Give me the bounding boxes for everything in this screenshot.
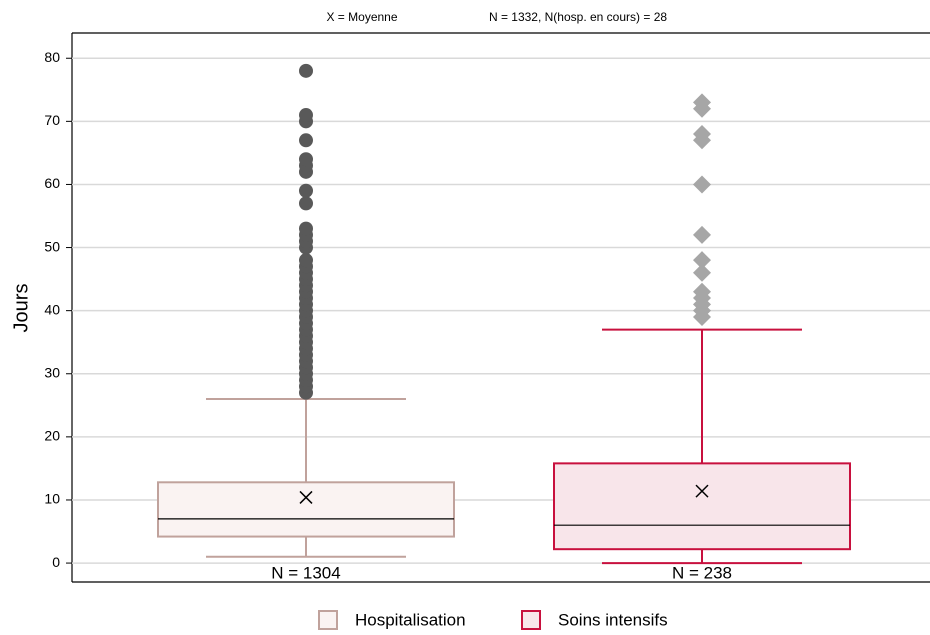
y-tick-label: 80 — [44, 49, 60, 65]
y-tick-label: 60 — [44, 175, 60, 191]
y-axis-label: Jours — [10, 284, 32, 333]
y-tick-label: 40 — [44, 301, 60, 317]
outlier — [693, 175, 711, 194]
outlier — [299, 183, 313, 198]
outlier — [693, 251, 711, 270]
legend-label: Hospitalisation — [355, 610, 466, 629]
y-tick-label: 20 — [44, 428, 60, 444]
y-tick-label: 50 — [44, 238, 60, 254]
outlier — [693, 93, 711, 112]
outlier — [299, 196, 313, 211]
outlier — [299, 221, 313, 236]
outlier — [299, 108, 313, 123]
legend-swatch — [318, 610, 338, 630]
outlier — [299, 133, 313, 148]
box — [553, 462, 851, 551]
legend-swatch — [521, 610, 541, 630]
y-tick-label: 70 — [44, 112, 60, 128]
mean-marker — [695, 484, 709, 498]
mean-marker — [299, 490, 313, 504]
outlier — [693, 263, 711, 282]
outlier — [299, 152, 313, 167]
annotation: X = Moyenne — [326, 10, 397, 24]
x-tick-label: N = 238 — [672, 563, 732, 582]
box — [157, 481, 455, 538]
annotation: N = 1332, N(hosp. en cours) = 28 — [489, 10, 667, 24]
outlier — [693, 225, 711, 244]
y-tick-label: 10 — [44, 491, 60, 507]
y-tick-label: 30 — [44, 364, 60, 380]
outlier — [299, 63, 313, 78]
outlier — [299, 253, 313, 268]
outlier — [693, 124, 711, 143]
y-tick-label: 0 — [52, 554, 60, 570]
x-tick-label: N = 1304 — [271, 563, 340, 582]
legend-label: Soins intensifs — [558, 610, 668, 629]
outlier — [693, 282, 711, 301]
